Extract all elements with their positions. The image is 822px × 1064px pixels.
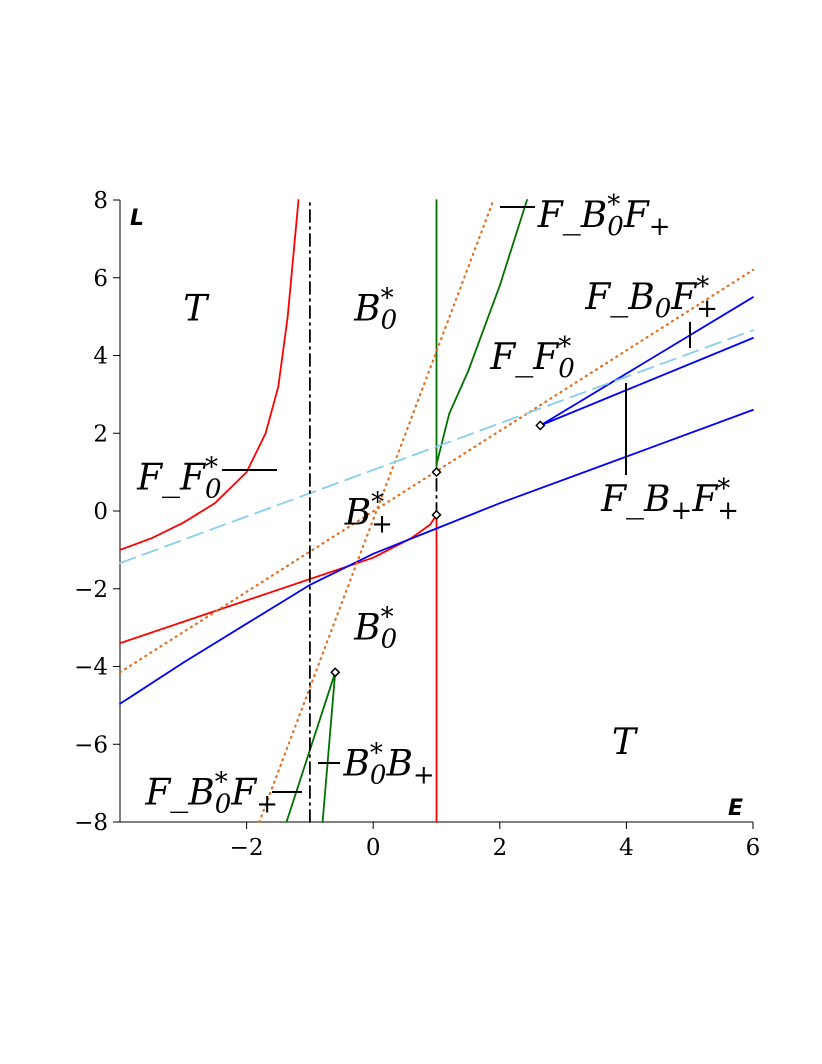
curve [118,268,755,674]
annotation-part: 0 [381,624,398,654]
annotation: B* + [344,487,393,539]
annotation: T [612,722,639,763]
annotation-part: * [371,487,384,517]
annotation-part: 0 [205,474,222,504]
annotation: T [183,289,210,330]
annotation-part: B [344,493,371,534]
annotation-part: 0 [215,789,232,819]
annotation-part: * [696,272,709,302]
annotation: B* 0 [353,602,397,654]
curve [119,409,754,705]
annotation: F_F* 0 [489,332,575,384]
annotation-part: + [413,760,435,790]
x-tick-label: 0 [366,835,381,861]
annotation-part: B [353,289,380,330]
annotation: F_B+F* + [600,474,739,526]
y-tick-label: −2 [74,577,108,603]
annotation-part: * [381,283,394,313]
curve [119,329,754,564]
annotation: F_B* 0F+ [537,190,671,242]
annotation-part: * [215,767,228,797]
annotation: B* 0 [353,283,397,335]
annotation-part: 0 [607,212,624,242]
curve [285,672,337,823]
annotation: F_B0F* + [584,272,718,324]
annotation-part: F [623,195,651,236]
marker [431,467,442,478]
annotation-part: F [230,773,258,814]
annotation-part: + [649,212,671,242]
annotation-part: F_B [537,195,607,236]
annotation-part: T [183,289,210,330]
annotation-part: * [558,332,571,362]
annotation-part: * [381,602,394,632]
y-tick-label: 8 [93,188,108,214]
annotation-part: B [342,743,369,784]
y-tick-label: 0 [93,499,108,525]
marker [431,509,442,520]
annotation-part: F_B [600,479,670,520]
annotation-part: B [353,607,380,648]
y-tick-label: 2 [93,421,108,447]
annotation-part: + [717,496,739,526]
annotation-part: F_F [136,458,207,499]
annotation-part: F [691,479,719,520]
annotation-part: + [371,509,393,539]
x-axis-label: E [728,796,743,821]
curve [435,199,528,466]
x-tick-label: 2 [492,835,507,861]
annotation-part: 0 [655,294,672,324]
x-tick-label: 6 [746,835,761,861]
annotation-part: + [256,789,278,819]
annotation-part: * [607,190,620,220]
y-tick-label: −8 [74,810,108,836]
y-tick-label: 4 [93,344,108,370]
annotation-part: B [385,743,412,784]
annotation-part: F_B [584,277,654,318]
annotation-part: * [717,474,730,504]
y-axis-label: L [130,206,144,231]
annotation-part: F_F [489,337,560,378]
annotation: B* 0B+ [342,738,434,790]
annotation-part: T [612,722,639,763]
annotation-part: F_B [144,773,214,814]
y-tick-label: −4 [74,655,108,681]
y-tick-label: 6 [93,266,108,292]
annotation: F_F* 0 [136,452,222,504]
annotation-part: 0 [558,354,575,384]
annotation-part: F [670,277,698,318]
annotation-part: + [696,294,718,324]
annotation-part: * [370,738,383,768]
annotation: F_B* 0F+ [144,767,278,819]
curve [119,199,300,551]
annotation-part: * [205,452,218,482]
x-tick-label: −2 [230,835,264,861]
marker [535,420,546,431]
curve [258,198,495,824]
annotation-part: 0 [370,760,387,790]
x-tick-label: 4 [619,835,634,861]
annotation-part: 0 [381,305,398,335]
y-tick-label: −6 [74,732,108,758]
marker [330,667,341,678]
annotation-part: + [671,496,693,526]
